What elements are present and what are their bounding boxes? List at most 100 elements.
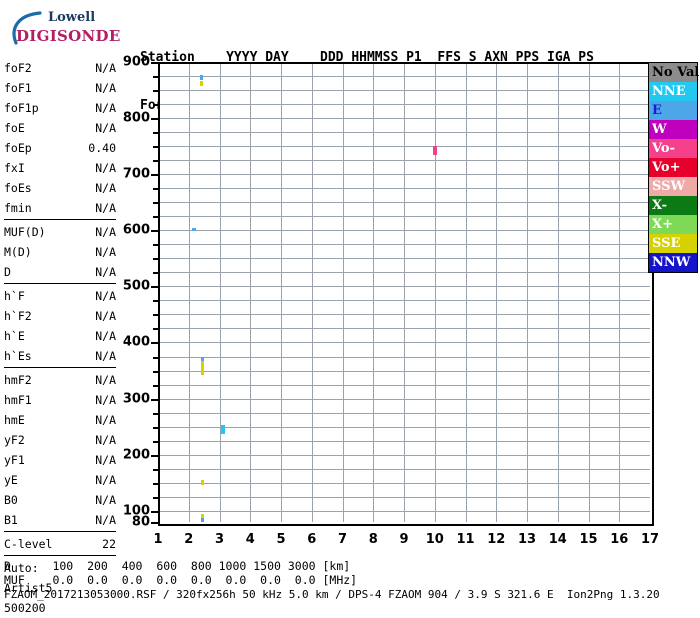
param-row: h`F2 N/A bbox=[4, 306, 116, 326]
y-axis-tick-major bbox=[151, 399, 158, 401]
param-value: N/A bbox=[95, 393, 116, 407]
legend-item-sse[interactable]: SSE bbox=[649, 234, 697, 253]
param-key: hmE bbox=[4, 413, 25, 427]
gridline-vertical bbox=[220, 62, 221, 522]
param-group-divider bbox=[4, 219, 116, 220]
param-value: N/A bbox=[95, 473, 116, 487]
gridline-vertical bbox=[619, 62, 620, 522]
data-point bbox=[221, 425, 226, 430]
y-axis-tick-major bbox=[151, 522, 158, 524]
y-axis-label: 800 bbox=[122, 110, 150, 126]
legend-item-e[interactable]: E bbox=[649, 101, 697, 120]
param-key: fxI bbox=[4, 161, 25, 175]
param-footer-line: 500200 bbox=[4, 601, 46, 615]
param-row: h`Es N/A bbox=[4, 346, 116, 366]
y-axis-tick-major bbox=[151, 62, 158, 64]
x-axis-label: 5 bbox=[276, 532, 286, 547]
ionogram-plot-area[interactable] bbox=[158, 62, 650, 523]
footer-muf-row: MUF 0.0 0.0 0.0 0.0 0.0 0.0 0.0 0.0 [MHz… bbox=[4, 573, 358, 587]
param-row: yF2 N/A bbox=[4, 430, 116, 450]
x-axis-label: 16 bbox=[610, 532, 629, 547]
data-point bbox=[200, 80, 204, 86]
legend-item-ssw[interactable]: SSW bbox=[649, 177, 697, 196]
lowell-digisonde-logo: Lowell DIGISONDE bbox=[8, 8, 128, 50]
y-axis-label: 700 bbox=[122, 166, 150, 182]
param-value: 22 bbox=[102, 537, 116, 551]
param-value: N/A bbox=[95, 81, 116, 95]
param-row: yF1 N/A bbox=[4, 450, 116, 470]
y-axis-tick-minor bbox=[153, 413, 158, 415]
ionogram-parameters-panel: foF2 N/A foF1 N/A foF1p N/A foE N/A foEp 0.40 fxI N… bbox=[4, 58, 116, 618]
param-key: h`F bbox=[4, 289, 25, 303]
param-row: C-level 22 bbox=[4, 534, 116, 554]
param-key: yE bbox=[4, 473, 18, 487]
param-footer-line: Artist5 bbox=[4, 581, 53, 595]
legend-item-x[interactable]: X- bbox=[649, 196, 697, 215]
gridline-vertical bbox=[404, 62, 405, 522]
param-key: M(D) bbox=[4, 245, 32, 259]
x-axis-label: 12 bbox=[487, 532, 506, 547]
param-value: N/A bbox=[95, 329, 116, 343]
x-axis-label: 3 bbox=[214, 532, 225, 547]
x-axis-label: 6 bbox=[307, 532, 317, 547]
param-row: fmin N/A bbox=[4, 198, 116, 218]
y-axis-tick-minor bbox=[153, 357, 158, 359]
y-axis-tick-minor bbox=[153, 188, 158, 190]
data-point bbox=[200, 75, 204, 81]
legend-item-w[interactable]: W bbox=[649, 120, 697, 139]
y-axis-tick-major bbox=[151, 511, 158, 513]
legend-item-vo[interactable]: Vo+ bbox=[649, 158, 697, 177]
y-axis-tick-major bbox=[151, 118, 158, 120]
param-value: N/A bbox=[95, 245, 116, 259]
x-axis-label: 14 bbox=[548, 532, 567, 547]
legend-item-vo[interactable]: Vo- bbox=[649, 139, 697, 158]
legend-item-no-val[interactable]: No Val bbox=[649, 63, 699, 82]
y-axis-label: 300 bbox=[122, 391, 150, 407]
param-key: C-level bbox=[4, 537, 53, 551]
y-axis-tick-minor bbox=[153, 216, 158, 218]
trace-color-legend: No Val NNE E W Vo- Vo+ SSW X- X+ SSE NNW bbox=[648, 62, 699, 273]
param-key: foE bbox=[4, 121, 25, 135]
param-row: B1 N/A bbox=[4, 510, 116, 530]
param-value: N/A bbox=[95, 265, 116, 279]
x-axis-label: 11 bbox=[456, 532, 475, 547]
y-axis-label: 400 bbox=[122, 334, 150, 350]
param-value: 0.40 bbox=[88, 141, 116, 155]
param-key: hmF2 bbox=[4, 373, 32, 387]
y-axis-label: 200 bbox=[122, 447, 150, 463]
gridline-vertical bbox=[250, 62, 251, 522]
legend-item-nne[interactable]: NNE bbox=[649, 82, 697, 101]
param-key: yF2 bbox=[4, 433, 25, 447]
param-row: hmF2 N/A bbox=[4, 370, 116, 390]
y-axis-tick-major bbox=[151, 230, 158, 232]
legend-item-nnw[interactable]: NNW bbox=[649, 253, 697, 272]
param-key: h`F2 bbox=[4, 309, 32, 323]
y-axis-label: 80 bbox=[131, 514, 150, 530]
param-value: N/A bbox=[95, 433, 116, 447]
gridline-vertical bbox=[189, 62, 190, 522]
y-axis-tick-minor bbox=[153, 272, 158, 274]
data-point bbox=[201, 479, 205, 485]
gridline-vertical bbox=[343, 62, 344, 522]
logo-digisonde-text: DIGISONDE bbox=[16, 27, 121, 45]
y-axis-label: 900 bbox=[122, 54, 150, 70]
x-axis-label: 8 bbox=[368, 532, 378, 547]
x-axis-label: 2 bbox=[184, 532, 194, 547]
y-axis-tick-major bbox=[151, 174, 158, 176]
param-footer-line: Auto: bbox=[4, 561, 39, 575]
y-axis-tick-minor bbox=[153, 258, 158, 260]
gridline-vertical bbox=[435, 62, 436, 522]
param-value: N/A bbox=[95, 289, 116, 303]
footer-distance-row: D 100 200 400 600 800 1000 1500 3000 [km… bbox=[4, 559, 351, 573]
data-point bbox=[201, 518, 205, 523]
data-point bbox=[201, 360, 205, 375]
param-group-divider bbox=[4, 555, 116, 556]
gridline-vertical bbox=[558, 62, 559, 522]
y-axis-tick-minor bbox=[153, 202, 158, 204]
y-axis-tick-minor bbox=[153, 132, 158, 134]
gridline-vertical bbox=[466, 62, 467, 522]
param-group-divider bbox=[4, 367, 116, 368]
y-axis-tick-minor bbox=[153, 314, 158, 316]
param-row: B0 N/A bbox=[4, 490, 116, 510]
legend-item-x[interactable]: X+ bbox=[649, 215, 697, 234]
